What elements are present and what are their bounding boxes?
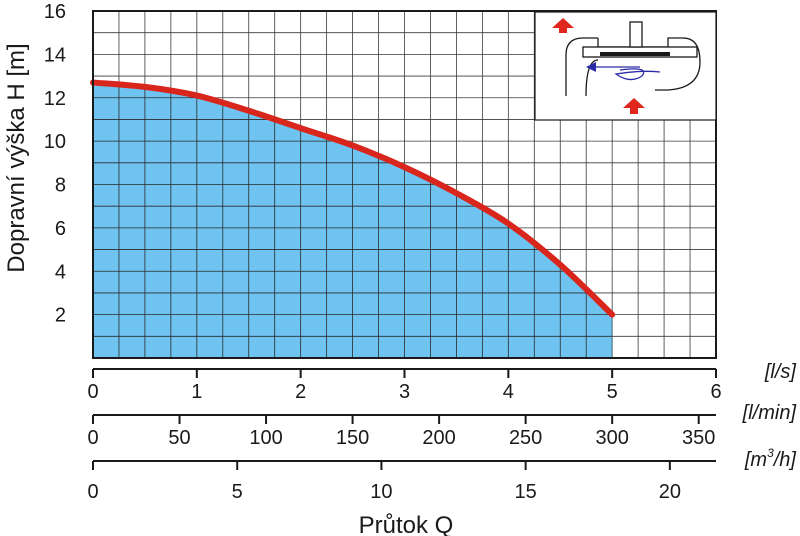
plot-frame xyxy=(92,10,717,359)
x-tick-label: 300 xyxy=(595,427,628,449)
x-axis-2: 0 50 100 150 200 250 300 350 [l/min] xyxy=(87,402,796,449)
x-axis-unit: [l/min] xyxy=(742,402,797,424)
x-tick-label: 2 xyxy=(295,381,306,403)
x-tick-label: 250 xyxy=(509,427,542,449)
y-tick-label: 8 xyxy=(55,175,66,197)
x-tick-label: 5 xyxy=(232,481,243,503)
y-tick-label: 14 xyxy=(44,44,66,66)
x-tick-label: 20 xyxy=(659,481,681,503)
x-tick-label: 50 xyxy=(168,427,190,449)
x-axis-1: 0 1 2 3 4 5 6 [l/s] xyxy=(87,361,796,403)
x-axis-unit: [l/s] xyxy=(764,361,797,383)
x-tick-label: 0 xyxy=(87,481,98,503)
x-tick-label: 0 xyxy=(87,427,98,449)
x-axis-unit: [m3/h] xyxy=(744,446,797,471)
x-axis-3: 0 5 10 15 20 [m3/h] xyxy=(87,446,796,503)
x-tick-label: 1 xyxy=(191,381,202,403)
y-tick-label: 10 xyxy=(44,131,66,153)
x-axis-title: Průtok Q xyxy=(359,512,454,536)
x-tick-label: 350 xyxy=(682,427,715,449)
x-axes: 0 1 2 3 4 5 6[l/s]0 50 100 150 200 250 300 350[l/min]… xyxy=(87,361,796,503)
pump-schematic-icon xyxy=(534,11,717,121)
y-axis: 2 4 6 8 10 12 14 16 xyxy=(44,1,66,327)
x-tick-label: 6 xyxy=(710,381,721,403)
x-tick-label: 200 xyxy=(422,427,455,449)
x-tick-label: 4 xyxy=(503,381,514,403)
y-axis-title: Dopravní výška H [m] xyxy=(3,43,30,272)
x-tick-label: 3 xyxy=(399,381,410,403)
x-tick-label: 5 xyxy=(607,381,618,403)
y-tick-label: 6 xyxy=(55,218,66,240)
series-line xyxy=(90,79,616,318)
y-tick-label: 2 xyxy=(55,305,66,327)
y-tick-label: 4 xyxy=(55,261,66,283)
x-tick-label: 100 xyxy=(249,427,282,449)
x-tick-label: 0 xyxy=(87,381,98,403)
y-tick-label: 12 xyxy=(44,88,66,110)
x-tick-label: 150 xyxy=(336,427,369,449)
x-tick-label: 15 xyxy=(515,481,537,503)
y-tick-label: 16 xyxy=(44,1,66,23)
x-tick-label: 10 xyxy=(370,481,392,503)
